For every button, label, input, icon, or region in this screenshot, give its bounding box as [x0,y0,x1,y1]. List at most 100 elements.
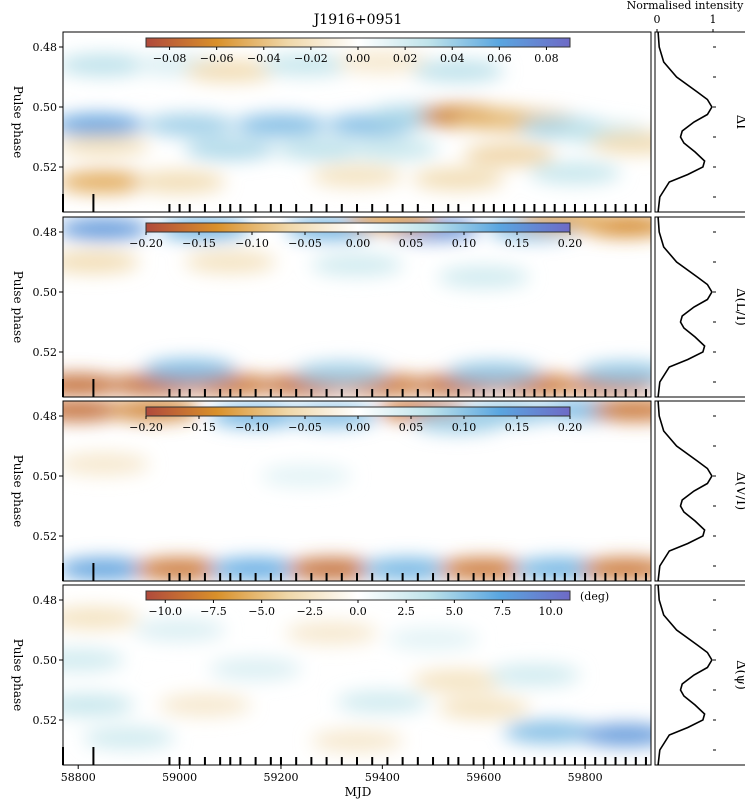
y-tick-label: 0.48 [33,594,58,607]
colorbar-tick-label: 0.15 [505,421,530,434]
heatmap-blob [143,114,236,136]
profile-frame [654,216,745,398]
colorbar-tick-label: −0.10 [235,421,269,434]
y-axis-label: Pulse phase [11,455,25,528]
y-tick-label: 0.50 [33,101,58,114]
colorbar-tick-label: 0.0 [349,605,367,618]
colorbar-tick-label: −2.5 [296,605,323,618]
heatmap-blob [63,135,150,157]
x-tick-label: 59600 [466,771,501,784]
profile-x-tick-label: 1 [710,13,717,26]
colorbar-tick-label: 0.15 [505,237,530,250]
colorbar-tick-label: −0.15 [182,421,216,434]
colorbar-tick-label: −0.05 [288,237,322,250]
heatmap-blob [234,114,327,136]
heatmap-blob [260,465,353,487]
heatmap-blob [311,254,403,276]
heatmap-blob [579,558,651,580]
heatmap-blob [412,60,505,82]
heatmap-blob [209,558,302,580]
panel-label-delta-psi: Δ(ψ) [733,660,745,690]
heatmap-blob [311,165,403,187]
colorbar-tick-label: −0.05 [288,421,322,434]
heatmap-blob [63,694,135,716]
heatmap-blob [579,362,651,384]
colorbar [145,590,571,601]
x-tick-label: 59400 [365,771,400,784]
colorbar [145,406,571,417]
colorbar-tick-label: 0.10 [452,237,477,250]
y-tick-label: 0.50 [33,470,58,483]
heatmap-blob [488,664,581,686]
heatmap-blob [285,622,378,644]
panel-frame [62,31,652,213]
heatmap-blob [63,54,150,76]
x-tick-label: 59000 [162,771,197,784]
heatmap-blob [579,724,651,746]
colorbar-tick-label: −0.20 [129,237,163,250]
heatmap-blob [346,138,439,160]
profile-axis-label: Normalised intensity [627,0,744,12]
profile-x-tick-label: 0 [654,13,661,26]
y-tick-label: 0.52 [33,530,58,543]
x-tick-label: 59800 [568,771,603,784]
colorbar-tick-label: −0.15 [182,237,216,250]
heatmap-blob [133,171,226,193]
panel-label-delta-l: Δ(L/I) [733,288,745,326]
y-tick-label: 0.48 [33,41,58,54]
x-axis-label: MJD [345,785,372,799]
heatmap-blob [209,658,302,680]
colorbar-tick-label: 0.08 [534,52,559,65]
heatmap-blob [143,359,236,381]
heatmap-blob [63,218,150,240]
profile-line [657,400,713,582]
heatmap-blob [158,694,251,716]
heatmap-blob [528,162,621,184]
heatmap-blob [275,138,368,160]
x-tick-label: 59200 [263,771,298,784]
colorbar-tick-label: 7.5 [494,605,512,618]
heatmap-blob [589,132,651,154]
colorbar-tick-label: 0.00 [346,421,371,434]
heatmap-blob [295,362,388,384]
heatmap-blob [361,558,454,580]
panel-delta-l: 0.48 0.50 0.52 Pulse phase −0.20 −0.15 −0.10 −0… [11,216,745,398]
heatmap-blob [184,60,277,82]
colorbar-tick-label: −0.06 [200,52,234,65]
x-tick-label: 58800 [61,771,96,784]
colorbar-tick-label: 0.00 [346,237,371,250]
panel-delta-psi: 0.48 0.50 0.52 Pulse phase −10.0 −7.5 −5.0 −2.5… [11,584,745,766]
colorbar-tick-label: −0.04 [247,52,281,65]
heatmap-delta-i [63,32,651,212]
colorbar-tick-label: −0.10 [235,237,269,250]
panel-delta-i: 0.48 0.50 0.52 Pulse phase −0.08 −0.06 −0.04 −0… [11,31,745,213]
heatmap-blob [387,628,480,650]
chart-title: J1916+0951 [312,12,403,28]
heatmap-blob [437,697,530,719]
heatmap-blob [63,401,125,421]
heatmap-blob [260,54,353,76]
heatmap-blob [63,558,150,580]
colorbar-tick-label: 0.10 [452,421,477,434]
panel-label-delta-v: Δ(V/I) [733,472,745,510]
heatmap-blob [63,171,150,193]
heatmap-blob [311,730,403,752]
panel-label-delta-i: ΔI [733,115,745,130]
colorbar-tick-label: −0.20 [129,421,163,434]
profile-line [657,584,713,766]
heatmap-panels: 0.48 0.50 0.52 Pulse phase −0.08 −0.06 −0.04 −0… [11,13,745,784]
y-axis-label: Pulse phase [11,86,25,159]
heatmap-blob [82,727,175,749]
heatmap-blob [589,401,651,421]
heatmap-blob [63,453,150,475]
heatmap-background [63,401,651,581]
y-tick-label: 0.52 [33,714,58,727]
panel-frame [62,584,652,766]
y-tick-label: 0.50 [33,654,58,667]
y-tick-label: 0.48 [33,410,58,423]
colorbar-tick-label: 5.0 [446,605,464,618]
profile-frame [654,31,745,213]
heatmap-blob [133,558,226,580]
colorbar-tick-label: −0.02 [294,52,328,65]
